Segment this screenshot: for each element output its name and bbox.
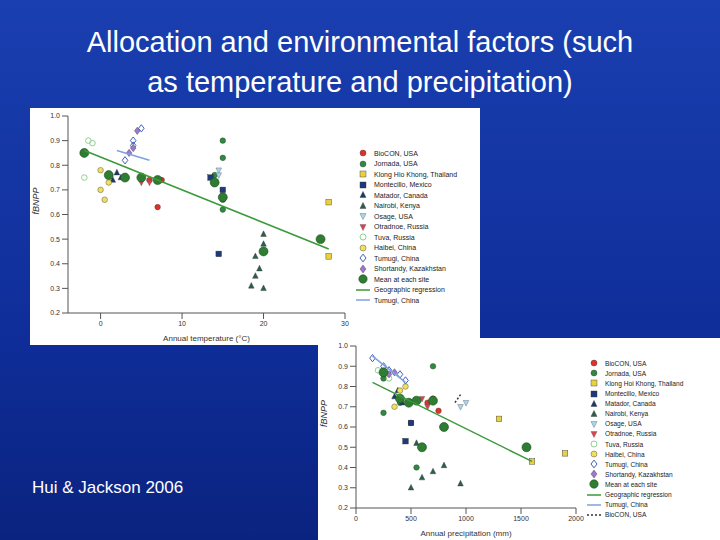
svg-text:Annual temperature (°C): Annual temperature (°C) [163,334,250,343]
svg-text:10: 10 [178,320,186,327]
svg-text:0.9: 0.9 [50,137,60,144]
svg-text:Annual precipitation (mm): Annual precipitation (mm) [420,529,511,538]
svg-text:0.6: 0.6 [338,423,348,430]
html-text:Mean at each site: Mean at each site [605,480,658,488]
html-text:Shortandy, Kazakhstan: Shortandy, Kazakhstan [374,265,446,272]
svg-text:0: 0 [354,515,358,522]
html-text:Matador, Canada: Matador, Canada [605,400,656,408]
html-text:Tumugi, China: Tumugi, China [605,460,648,468]
html-text:Mean at each site: Mean at each site [374,275,430,283]
svg-text:0.6: 0.6 [50,211,60,218]
html-text:as temperature and precipitati: as temperature and precipitation) [147,66,573,98]
svg-text:1000: 1000 [458,515,474,522]
html-text:BioCON, USA: BioCON, USA [605,359,647,367]
html-text:Matador, Canada: Matador, Canada [374,191,428,199]
svg-text:0.5: 0.5 [338,444,348,451]
html-text:Montecillo, Mexico: Montecillo, Mexico [605,390,660,398]
html-text:Osage, USA: Osage, USA [374,212,413,220]
svg-text:0.5: 0.5 [50,236,60,243]
html-text:Osage, USA: Osage, USA [605,420,642,428]
svg-text:fBNPP: fBNPP [31,187,41,214]
svg-text:0.4: 0.4 [50,260,60,267]
html-text:Hui & Jackson 2006: Hui & Jackson 2006 [32,478,184,497]
html-text:BioCON, USA: BioCON, USA [605,511,647,519]
html-text:Nairobi, Kenya: Nairobi, Kenya [374,202,420,209]
html-text:Montecillo, Mexico: Montecillo, Mexico [374,181,432,188]
svg-text:0.2: 0.2 [50,309,60,316]
html-text:Shortandy, Kazakhstan: Shortandy, Kazakhstan [605,470,673,478]
svg-text:30: 30 [341,320,349,327]
svg-text:0.3: 0.3 [338,484,348,491]
html-text:Haibei, China: Haibei, China [374,244,416,251]
html-text:Tumugi, China: Tumugi, China [374,254,420,262]
html-text:Klong Hoi Khong, Thailand: Klong Hoi Khong, Thailand [605,380,684,387]
svg-text:0.9: 0.9 [338,363,348,370]
html-text:Tumugi, China: Tumugi, China [605,501,648,509]
html-text:Geographic regression: Geographic regression [374,286,445,293]
svg-text:20: 20 [260,320,268,327]
html-text:Jornada, USA: Jornada, USA [605,369,647,377]
html-text:Tumugi, China: Tumugi, China [374,296,420,304]
html-text:Haibei, China: Haibei, China [605,450,645,458]
svg-text:1.0: 1.0 [50,112,60,119]
svg-text:0.3: 0.3 [50,285,60,292]
html-text:Klong Hio Khong, Thailand: Klong Hio Khong, Thailand [374,170,458,178]
svg-text:0.8: 0.8 [338,383,348,390]
svg-text:0.4: 0.4 [338,464,348,471]
svg-text:1.0: 1.0 [338,342,348,349]
svg-text:0.2: 0.2 [338,504,348,511]
html-text:Jornada, USA: Jornada, USA [374,160,418,167]
svg-text:0: 0 [99,320,103,327]
html-text:Geographic regression: Geographic regression [605,491,672,498]
html-text:Nairobi, Kenya: Nairobi, Kenya [605,410,649,418]
svg-text:0.8: 0.8 [50,162,60,169]
html-text:Otradnoe, Russia: Otradnoe, Russia [374,223,429,230]
html-text:Tuva, Russia: Tuva, Russia [374,233,415,241]
svg-text:0.7: 0.7 [50,186,60,193]
html-text:Tuva, Russia: Tuva, Russia [605,440,644,448]
html-text:Otradnoe, Russia: Otradnoe, Russia [605,430,657,438]
svg-text:1500: 1500 [513,515,529,522]
html-text:Allocation and environmental f: Allocation and environmental factors (su… [86,26,634,58]
svg-text:500: 500 [405,515,417,522]
svg-text:fBNPP: fBNPP [319,400,329,427]
html-text:BioCON, USA: BioCON, USA [374,149,418,157]
svg-text:2000: 2000 [568,515,584,522]
svg-text:0.7: 0.7 [338,403,348,410]
